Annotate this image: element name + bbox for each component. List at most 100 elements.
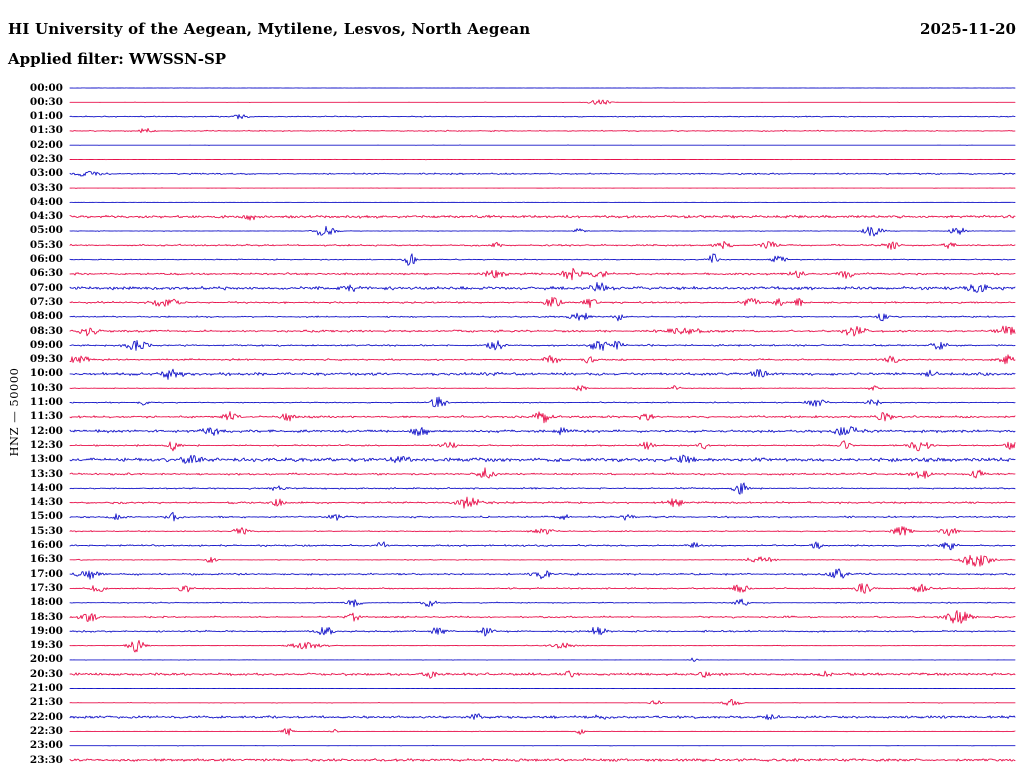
time-label: 04:00 <box>29 195 63 208</box>
time-label: 16:00 <box>29 539 63 552</box>
time-label: 16:30 <box>29 553 63 566</box>
time-label: 19:00 <box>29 624 63 637</box>
time-label: 02:30 <box>29 152 63 165</box>
trace-09:00 <box>69 339 1016 351</box>
trace-19:30 <box>69 639 1016 653</box>
trace-02:00 <box>69 144 1016 146</box>
time-label: 19:30 <box>29 639 63 652</box>
trace-10:30 <box>69 385 1016 392</box>
trace-00:00 <box>69 87 1016 89</box>
time-label: 10:30 <box>29 381 63 394</box>
time-label: 13:00 <box>29 453 63 466</box>
time-label: 09:30 <box>29 353 63 366</box>
time-label: 05:30 <box>29 238 63 251</box>
time-label: 00:00 <box>29 81 63 94</box>
trace-07:00 <box>69 281 1016 293</box>
time-label: 00:30 <box>29 95 63 108</box>
time-label: 02:00 <box>29 138 63 151</box>
trace-08:30 <box>69 325 1016 337</box>
trace-03:30 <box>69 187 1016 189</box>
trace-08:00 <box>69 312 1016 322</box>
trace-19:00 <box>69 626 1016 637</box>
time-label: 03:30 <box>29 181 63 194</box>
trace-12:00 <box>69 426 1016 437</box>
filter-label: Applied filter: WWSSN-SP <box>8 50 227 68</box>
trace-14:30 <box>69 496 1016 509</box>
time-label: 23:00 <box>29 739 63 752</box>
time-label: 04:30 <box>29 210 63 223</box>
trace-22:00 <box>69 713 1016 721</box>
time-label: 20:00 <box>29 653 63 666</box>
trace-11:30 <box>69 411 1016 424</box>
trace-15:30 <box>69 526 1016 537</box>
trace-04:30 <box>69 214 1016 221</box>
time-label: 07:00 <box>29 281 63 294</box>
trace-11:00 <box>69 396 1016 408</box>
trace-17:30 <box>69 583 1016 594</box>
trace-01:30 <box>69 127 1016 134</box>
trace-18:30 <box>69 610 1016 624</box>
time-label: 22:00 <box>29 710 63 723</box>
trace-06:00 <box>69 253 1016 266</box>
time-label: 05:00 <box>29 224 63 237</box>
trace-05:00 <box>69 225 1016 237</box>
time-label: 09:00 <box>29 338 63 351</box>
trace-13:30 <box>69 467 1016 479</box>
trace-22:30 <box>69 728 1016 736</box>
trace-16:30 <box>69 554 1016 567</box>
time-label: 11:00 <box>29 396 63 409</box>
time-label: 01:30 <box>29 124 63 137</box>
trace-10:00 <box>69 368 1016 380</box>
trace-21:00 <box>69 687 1016 690</box>
time-label: 14:00 <box>29 481 63 494</box>
trace-20:30 <box>69 670 1016 679</box>
time-label: 21:30 <box>29 696 63 709</box>
time-label: 12:00 <box>29 424 63 437</box>
time-label: 03:00 <box>29 167 63 180</box>
trace-00:30 <box>69 99 1016 105</box>
trace-21:30 <box>69 698 1016 706</box>
time-label: 13:30 <box>29 467 63 480</box>
time-label: 12:30 <box>29 438 63 451</box>
time-label: 07:30 <box>29 295 63 308</box>
trace-23:00 <box>69 744 1016 747</box>
trace-13:00 <box>69 454 1016 464</box>
trace-12:30 <box>69 440 1016 452</box>
time-label: 15:30 <box>29 524 63 537</box>
time-label: 06:00 <box>29 253 63 266</box>
trace-16:00 <box>69 541 1016 551</box>
time-label: 01:00 <box>29 110 63 123</box>
trace-02:30 <box>69 158 1016 161</box>
time-label: 18:00 <box>29 596 63 609</box>
time-label: 11:30 <box>29 410 63 423</box>
trace-03:00 <box>69 170 1016 177</box>
time-label: 14:30 <box>29 496 63 509</box>
trace-17:00 <box>69 568 1016 580</box>
date-label: 2025-11-20 <box>920 20 1016 38</box>
trace-15:00 <box>69 511 1016 522</box>
time-label: 20:30 <box>29 667 63 680</box>
time-label: 06:30 <box>29 267 63 280</box>
time-label: 21:00 <box>29 682 63 694</box>
time-label: 17:30 <box>29 581 63 594</box>
trace-04:00 <box>69 201 1016 204</box>
time-label: 17:00 <box>29 567 63 580</box>
station-title: HI University of the Aegean, Mytilene, L… <box>8 20 531 38</box>
trace-23:30 <box>69 758 1016 762</box>
trace-07:30 <box>69 296 1016 309</box>
trace-01:00 <box>69 114 1016 120</box>
trace-14:00 <box>69 482 1016 495</box>
time-label: 10:00 <box>29 367 63 380</box>
time-label: 15:00 <box>29 510 63 523</box>
time-label: 23:30 <box>29 753 63 766</box>
trace-09:30 <box>69 354 1016 365</box>
trace-05:30 <box>69 241 1016 250</box>
time-label: 08:30 <box>29 324 63 337</box>
trace-20:00 <box>69 657 1016 662</box>
trace-18:00 <box>69 598 1016 608</box>
time-label: 08:00 <box>29 310 63 323</box>
time-label: 18:30 <box>29 610 63 623</box>
trace-06:30 <box>69 267 1016 281</box>
